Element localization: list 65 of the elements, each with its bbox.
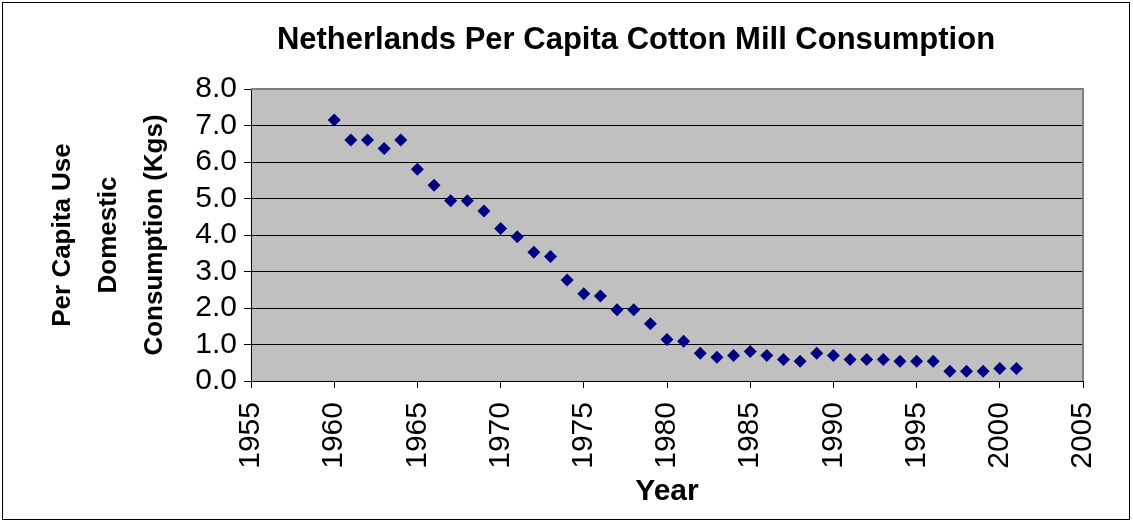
point [810, 346, 824, 360]
point [410, 162, 424, 176]
point [544, 250, 558, 264]
point [843, 352, 857, 366]
y-tick-label: 8.0 [195, 70, 237, 104]
y-tick-label: 0.0 [195, 362, 237, 396]
y-tick-label: 4.0 [195, 216, 237, 250]
point [993, 362, 1007, 376]
point [976, 364, 990, 378]
point [610, 303, 624, 317]
x-tick-label: 1985 [731, 402, 765, 469]
point [943, 364, 957, 378]
x-tick-label: 1955 [232, 402, 266, 469]
point [444, 194, 458, 208]
point [860, 352, 874, 366]
point [1009, 362, 1023, 376]
point [327, 113, 341, 127]
y-tick-label: 5.0 [195, 179, 237, 213]
chart-title: Netherlands Per Capita Cotton Mill Consumption [276, 20, 996, 56]
point [643, 317, 657, 331]
point [477, 204, 491, 218]
point [960, 364, 974, 378]
point [460, 194, 474, 208]
x-tick-label: 1965 [398, 402, 432, 469]
x-tick-label: 1960 [315, 402, 349, 469]
point [710, 350, 724, 364]
point [360, 133, 374, 147]
point [560, 273, 574, 287]
point [377, 142, 391, 155]
point [727, 348, 741, 362]
y-axis-title: Per Capita Use Domestic Consumption (Kgs) [46, 114, 169, 356]
point [593, 289, 607, 303]
point [760, 348, 774, 362]
y-tick-label: 7.0 [195, 106, 237, 140]
point [394, 133, 408, 147]
point [627, 303, 641, 317]
point [893, 354, 907, 368]
point [693, 346, 707, 360]
point [577, 287, 591, 301]
point [344, 133, 358, 147]
x-tick-label: 2000 [981, 402, 1015, 469]
point [677, 334, 691, 348]
point [743, 344, 757, 358]
point [527, 245, 541, 259]
point [826, 348, 840, 362]
point [910, 354, 924, 368]
x-tick-label: 1990 [814, 402, 848, 469]
point [926, 354, 940, 368]
point [776, 352, 790, 366]
point [427, 178, 441, 192]
point [876, 352, 890, 366]
x-tick-label: 2005 [1064, 402, 1098, 469]
x-tick-label: 1995 [897, 402, 931, 469]
x-axis-title: Year [635, 473, 700, 507]
point [793, 354, 807, 368]
y-tick-label: 2.0 [195, 289, 237, 323]
x-tick-label: 1975 [565, 402, 599, 469]
point [510, 230, 524, 244]
point [494, 221, 508, 235]
x-tick-label: 1980 [648, 402, 682, 469]
y-tick-label: 6.0 [195, 143, 237, 177]
y-tick-label: 3.0 [195, 252, 237, 286]
point [660, 332, 674, 346]
y-tick-label: 1.0 [195, 325, 237, 359]
x-tick-label: 1970 [481, 402, 515, 469]
